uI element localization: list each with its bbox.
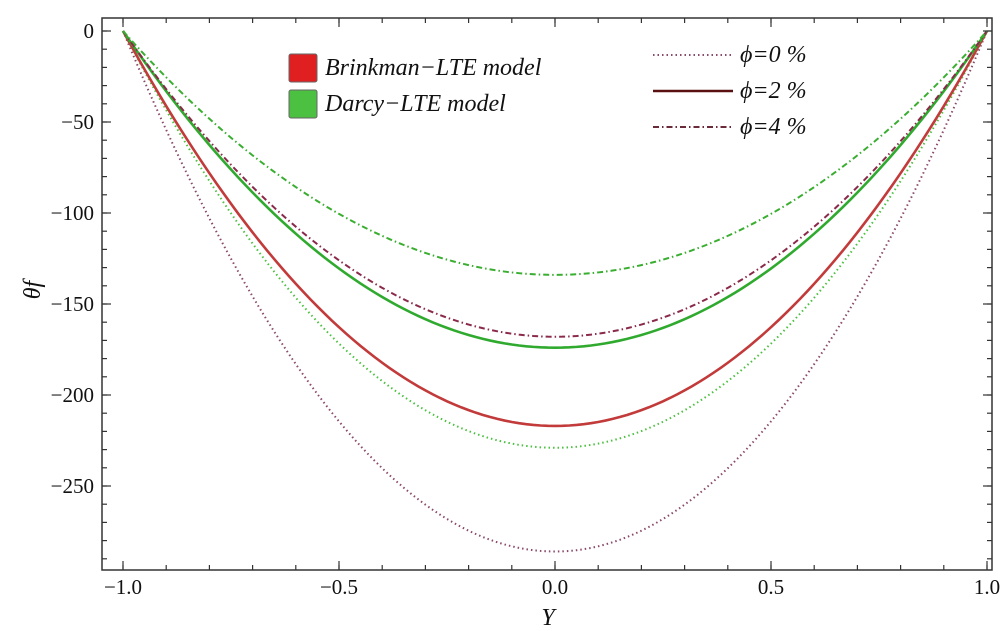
x-tick-label: 0.5 <box>758 575 784 599</box>
x-axis-title: Y <box>541 605 557 631</box>
y-tick-label: −250 <box>51 474 94 498</box>
y-tick-label: −100 <box>51 201 94 225</box>
series-line-brinkman-dashdot <box>122 30 988 338</box>
legend-label-darcy: Darcy−LTE model <box>324 91 506 117</box>
legend-label-phi0: ϕ=0 % <box>740 42 807 68</box>
model-legend: Brinkman−LTE model Darcy−LTE model <box>288 53 542 119</box>
series-layer <box>121 30 989 553</box>
series-line-darcy-dashdot <box>122 30 988 276</box>
x-tick-label: 1.0 <box>974 575 1000 599</box>
style-legend: ϕ=0 % ϕ=2 % ϕ=4 % <box>653 42 807 140</box>
x-tick-label: 0.0 <box>542 575 568 599</box>
y-tick-label: −50 <box>61 110 94 134</box>
legend-swatch-darcy <box>288 89 318 119</box>
series-line-brinkman-solid <box>121 30 989 428</box>
series-line-darcy-solid <box>121 30 989 349</box>
x-tick-label: −1.0 <box>104 575 142 599</box>
y-tick-label: −150 <box>51 292 94 316</box>
legend-label-phi2: ϕ=2 % <box>740 78 807 104</box>
legend-label-phi4: ϕ=4 % <box>740 114 807 140</box>
plot-frame <box>101 17 993 571</box>
y-axis-title: θf <box>20 277 46 299</box>
legend-label-brinkman: Brinkman−LTE model <box>325 55 542 81</box>
tick-layer: −1.0 −0.5 0.0 0.5 1.0 0 −50 −100 −150 −200 −250 <box>51 18 1000 599</box>
series-line-darcy-dotted <box>122 30 988 449</box>
x-tick-label: −0.5 <box>320 575 358 599</box>
y-tick-label: −200 <box>51 383 94 407</box>
y-tick-label: 0 <box>84 19 95 43</box>
legend-swatch-brinkman <box>288 53 318 83</box>
